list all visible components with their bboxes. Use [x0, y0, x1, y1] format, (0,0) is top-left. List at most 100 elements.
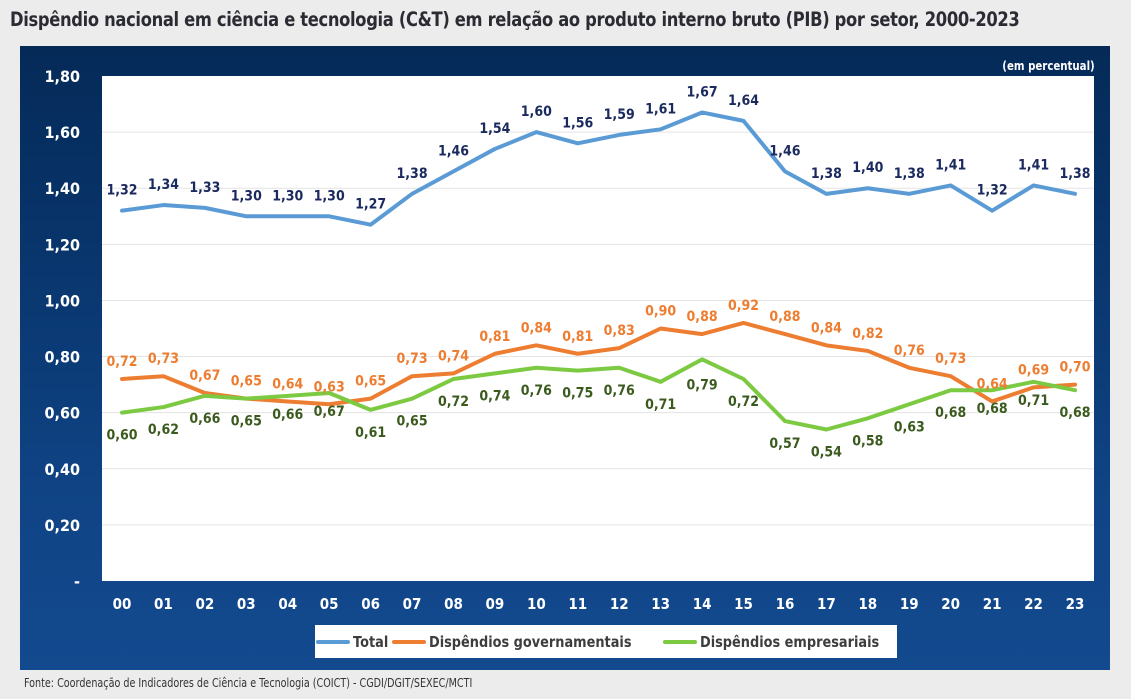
legend-item-emp[interactable]: Dispêndios empresariais [662, 632, 896, 651]
data-label-emp: 0,76 [604, 383, 635, 399]
data-label-total: 1,67 [687, 84, 718, 100]
data-label-total: 1,32 [977, 183, 1008, 199]
data-label-emp: 0,71 [1018, 393, 1049, 409]
data-label-total: 1,30 [231, 188, 262, 204]
unit-note: (em percentual) [1002, 59, 1095, 73]
data-label-gov: 0,64 [977, 376, 1008, 392]
data-label-emp: 0,72 [438, 394, 469, 410]
series-line-total [120, 110, 1077, 227]
data-label-emp: 0,74 [479, 388, 510, 404]
data-label-total: 1,46 [438, 143, 469, 159]
data-label-gov: 0,88 [769, 309, 800, 325]
data-label-emp: 0,61 [355, 425, 386, 441]
data-label-total: 1,41 [935, 157, 966, 173]
x-tick-label: 21 [983, 595, 1002, 613]
data-label-gov: 0,70 [1059, 360, 1090, 376]
y-tick-label: 1,60 [44, 123, 80, 142]
data-label-emp: 0,54 [811, 445, 842, 461]
data-label-emp: 0,68 [977, 401, 1008, 417]
data-label-gov: 0,73 [397, 351, 428, 367]
data-label-emp: 0,67 [314, 404, 345, 420]
data-label-gov: 0,73 [935, 351, 966, 367]
data-label-gov: 0,84 [521, 320, 552, 336]
data-label-gov: 0,84 [811, 320, 842, 336]
x-tick-label: 22 [1024, 595, 1043, 613]
data-label-gov: 0,69 [1018, 362, 1049, 378]
x-tick-label: 16 [776, 595, 795, 613]
data-label-emp: 0,66 [272, 407, 303, 423]
y-tick-label: 0,40 [44, 460, 80, 479]
x-tick-label: 09 [486, 595, 505, 613]
x-tick-label: 07 [403, 595, 422, 613]
data-label-emp: 0,76 [521, 383, 552, 399]
data-label-total: 1,38 [397, 166, 428, 182]
y-tick-label: 1,80 [44, 67, 80, 86]
x-tick-label: 13 [651, 595, 670, 613]
data-label-emp: 0,71 [645, 397, 676, 413]
data-label-total: 1,46 [769, 143, 800, 159]
data-label-gov: 0,63 [314, 379, 345, 395]
x-tick-label: 04 [278, 595, 297, 613]
data-label-total: 1,30 [314, 188, 345, 204]
data-label-total: 1,30 [272, 188, 303, 204]
data-label-total: 1,60 [521, 104, 552, 120]
data-label-total: 1,59 [604, 107, 635, 123]
data-label-total: 1,38 [1059, 166, 1090, 182]
data-label-gov: 0,83 [604, 323, 635, 339]
data-label-gov: 0,82 [852, 326, 883, 342]
x-tick-label: 18 [858, 595, 877, 613]
data-label-emp: 0,66 [189, 411, 220, 427]
y-tick-label: 1,20 [44, 235, 80, 254]
x-tick-label: 03 [237, 595, 256, 613]
legend-swatch-emp [662, 639, 697, 644]
data-label-total: 1,38 [894, 166, 925, 182]
legend-swatch-gov [392, 639, 427, 644]
data-label-emp: 0,65 [397, 414, 428, 430]
legend: Total Dispêndios governamentais Dispêndi… [315, 625, 897, 658]
y-tick-label: 0,20 [44, 516, 80, 535]
data-label-total: 1,40 [852, 160, 883, 176]
data-label-gov: 0,76 [894, 343, 925, 359]
y-tick-label: 0,60 [44, 404, 80, 423]
data-label-gov: 0,72 [106, 354, 137, 370]
legend-label-total: Total [353, 632, 389, 651]
x-tick-label: 02 [195, 595, 214, 613]
x-tick-label: 14 [693, 595, 712, 613]
x-tick-label: 23 [1066, 595, 1085, 613]
x-tick-label: 19 [900, 595, 919, 613]
data-label-emp: 0,68 [1059, 405, 1090, 421]
source-note: Fonte: Coordenação de Indicadores de Ciê… [24, 676, 473, 690]
x-tick-label: 05 [320, 595, 339, 613]
data-label-emp: 0,57 [769, 436, 800, 452]
data-label-gov: 0,81 [562, 329, 593, 345]
data-label-gov: 0,92 [728, 298, 759, 314]
data-label-gov: 0,90 [645, 304, 676, 320]
legend-item-gov[interactable]: Dispêndios governamentais [392, 633, 652, 651]
legend-item-total[interactable]: Total [316, 633, 388, 651]
x-tick-label: 10 [527, 595, 546, 613]
data-label-gov: 0,73 [148, 351, 179, 367]
data-label-total: 1,27 [355, 197, 386, 213]
x-tick-label: 06 [361, 595, 380, 613]
data-label-emp: 0,62 [148, 422, 179, 438]
x-tick-label: 11 [568, 595, 587, 613]
y-tick-label: 1,40 [44, 179, 80, 198]
legend-label-gov: Dispêndios governamentais [429, 632, 632, 651]
data-label-gov: 0,65 [355, 374, 386, 390]
data-label-total: 1,38 [811, 166, 842, 182]
x-tick-label: 01 [154, 595, 173, 613]
data-label-emp: 0,63 [894, 419, 925, 435]
data-label-total: 1,41 [1018, 157, 1049, 173]
legend-label-emp: Dispêndios empresariais [699, 632, 879, 651]
legend-swatch-total [316, 639, 351, 644]
series-line-gov [120, 320, 1077, 407]
data-label-gov: 0,88 [687, 309, 718, 325]
data-label-emp: 0,60 [106, 428, 137, 444]
x-tick-label: 12 [610, 595, 629, 613]
plot-area [102, 76, 1094, 581]
x-tick-label: 15 [734, 595, 753, 613]
data-label-gov: 0,67 [189, 368, 220, 384]
x-tick-label: 08 [444, 595, 463, 613]
data-label-total: 1,56 [562, 115, 593, 131]
